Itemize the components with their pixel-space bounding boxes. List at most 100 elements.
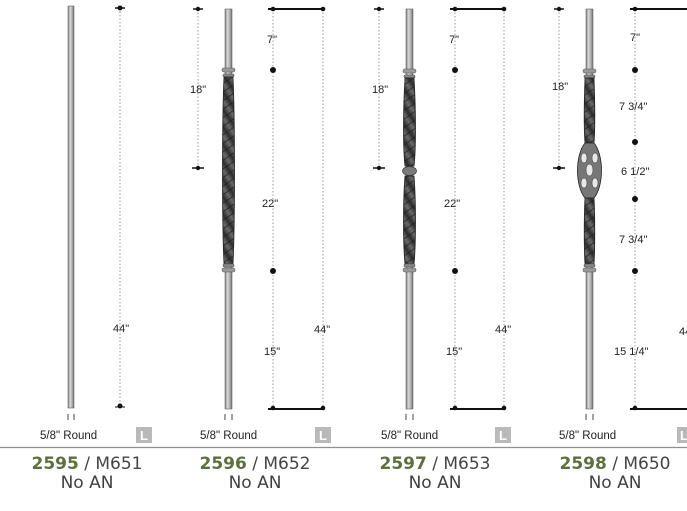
dimension-node bbox=[195, 6, 201, 12]
twisted-section-lower bbox=[583, 197, 596, 265]
dimension-node bbox=[117, 403, 123, 409]
collar-bottom bbox=[221, 263, 236, 273]
product-code: 2595 bbox=[31, 454, 79, 474]
overall-height-label: 44" bbox=[679, 326, 687, 338]
dimension-node bbox=[632, 268, 638, 274]
overall-height-label: 44" bbox=[495, 324, 511, 336]
segment-dimension: 7" 22" 15" bbox=[444, 6, 504, 411]
product-caption-2595: 2595 / M651 No AN bbox=[12, 455, 162, 493]
baluster-2597: 18" 7" 22" 15" 44" 5/8" Round L bbox=[372, 6, 511, 443]
diameter-ticks bbox=[405, 414, 414, 420]
baluster-bar bbox=[67, 5, 75, 409]
badge-box bbox=[136, 427, 152, 443]
dimension-node bbox=[632, 6, 638, 12]
product-note: No AN bbox=[408, 473, 462, 493]
segment-label: 22" bbox=[444, 198, 460, 210]
diameter-ticks bbox=[67, 414, 75, 420]
dimension-node bbox=[376, 6, 382, 12]
product-code: 2596 bbox=[199, 454, 247, 474]
segment-label: 22" bbox=[262, 198, 278, 210]
collar-top bbox=[582, 68, 597, 79]
segment-label: 7" bbox=[449, 34, 459, 46]
baluster-2595: 44" 5/8" Round L bbox=[40, 5, 152, 443]
badge-box bbox=[495, 427, 511, 443]
twisted-section bbox=[222, 76, 235, 265]
product-note: No AN bbox=[228, 473, 282, 493]
collar-offset-dimension: 18" bbox=[372, 6, 388, 171]
round-label: 5/8" Round bbox=[200, 430, 257, 442]
round-label: 5/8" Round bbox=[381, 430, 438, 442]
twisted-section-upper bbox=[583, 77, 596, 144]
baluster-2598: 18" 7" 7 3/4" 6 1/2" 7 3/4" 15 1/4" 44" … bbox=[552, 6, 687, 443]
dimension-node bbox=[632, 67, 638, 73]
product-caption-2598: 2598 / M650 No AN bbox=[540, 455, 687, 493]
dimension-node bbox=[501, 6, 507, 12]
baluster-2596: 18" 7" 22" 15" 44" 5/8" Round L bbox=[190, 6, 331, 443]
basket-pattern bbox=[580, 152, 599, 189]
diameter-ticks bbox=[585, 414, 594, 420]
product-code: 2597 bbox=[379, 454, 427, 474]
dimension-node bbox=[270, 6, 276, 12]
badge-box bbox=[677, 427, 687, 443]
height-dimension-clipped: 44" bbox=[679, 326, 687, 338]
dimension-node bbox=[452, 6, 458, 12]
model-code: M650 bbox=[623, 454, 671, 474]
segment-dimension: 7" 7 3/4" 6 1/2" 7 3/4" 15 1/4" bbox=[614, 6, 687, 411]
product-code: 2598 bbox=[559, 454, 607, 474]
overall-height-label: 44" bbox=[314, 324, 330, 336]
dimension-node bbox=[320, 405, 326, 411]
badge-letter: L bbox=[140, 428, 148, 443]
dimension-node bbox=[376, 165, 382, 171]
dimension-node bbox=[270, 67, 276, 73]
product-caption-2596: 2596 / M652 No AN bbox=[180, 455, 330, 493]
twisted-section-upper bbox=[403, 77, 416, 167]
collar-top bbox=[221, 67, 236, 78]
collar-offset-label: 18" bbox=[552, 81, 568, 93]
badge-letter: L bbox=[680, 428, 687, 443]
collar-offset-label: 18" bbox=[372, 84, 388, 96]
collar-offset-label: 18" bbox=[190, 84, 206, 96]
dimension-node bbox=[452, 67, 458, 73]
product-caption-2597: 2597 / M653 No AN bbox=[360, 455, 510, 493]
diameter-ticks bbox=[224, 414, 233, 420]
overall-height-label: 44" bbox=[113, 323, 129, 335]
collar-bottom bbox=[402, 263, 417, 273]
segment-label: 6 1/2" bbox=[621, 166, 649, 178]
dimension-node bbox=[320, 6, 326, 12]
collar-offset-dimension: 18" bbox=[552, 6, 568, 171]
product-note: No AN bbox=[60, 473, 114, 493]
segment-label: 15" bbox=[264, 346, 280, 358]
height-dimension: 44" bbox=[314, 6, 330, 411]
collar-offset-dimension: 18" bbox=[190, 6, 206, 171]
height-dimension: 44" bbox=[113, 5, 129, 409]
badge-letter: L bbox=[319, 428, 327, 443]
segment-label: 7 3/4" bbox=[619, 234, 647, 246]
collar-bottom bbox=[582, 263, 597, 273]
product-note: No AN bbox=[588, 473, 642, 493]
segment-label: 15 1/4" bbox=[614, 346, 649, 358]
height-dimension: 44" bbox=[495, 6, 511, 411]
round-label: 5/8" Round bbox=[559, 430, 616, 442]
segment-label: 7 3/4" bbox=[619, 101, 647, 113]
segment-dimension: 7" 22" 15" bbox=[262, 6, 323, 411]
dimension-node bbox=[195, 165, 201, 171]
collar-top bbox=[402, 68, 417, 79]
model-code: M651 bbox=[95, 454, 143, 474]
segment-label: 7" bbox=[267, 34, 277, 46]
dimension-node bbox=[632, 196, 638, 202]
dimension-node bbox=[270, 268, 276, 274]
center-knuckle bbox=[402, 166, 417, 176]
segment-label: 15" bbox=[446, 346, 462, 358]
dimension-node bbox=[556, 165, 562, 171]
model-code: M652 bbox=[263, 454, 311, 474]
model-code: M653 bbox=[443, 454, 491, 474]
badge-letter: L bbox=[499, 428, 507, 443]
dimension-node bbox=[632, 139, 638, 145]
dimension-node bbox=[452, 268, 458, 274]
segment-label: 7" bbox=[630, 32, 640, 44]
twisted-section-lower bbox=[403, 175, 416, 265]
dimension-node bbox=[501, 405, 507, 411]
round-label: 5/8" Round bbox=[40, 430, 97, 442]
